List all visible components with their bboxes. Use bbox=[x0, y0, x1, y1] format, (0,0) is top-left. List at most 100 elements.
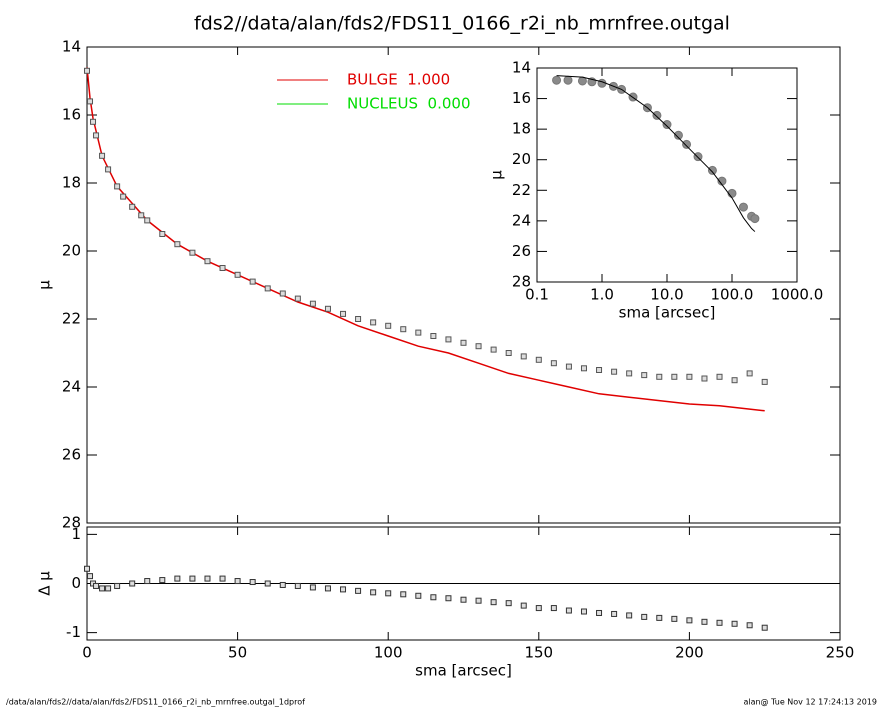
data-point bbox=[563, 75, 573, 85]
data-point bbox=[400, 326, 407, 333]
data-point bbox=[731, 620, 738, 627]
data-point bbox=[174, 575, 181, 582]
data-point bbox=[204, 258, 211, 265]
data-point bbox=[761, 378, 768, 385]
x-axis-label: sma [arcsec] bbox=[415, 662, 512, 680]
data-point bbox=[746, 622, 753, 629]
data-point bbox=[84, 67, 90, 74]
data-point bbox=[460, 339, 467, 346]
data-point bbox=[641, 372, 648, 379]
data-point bbox=[611, 368, 618, 375]
data-point bbox=[385, 590, 392, 597]
data-point bbox=[340, 586, 347, 593]
data-point bbox=[535, 605, 542, 612]
data-point bbox=[611, 610, 618, 617]
data-point bbox=[138, 212, 145, 219]
data-point bbox=[385, 322, 392, 329]
y-axis-label: μ bbox=[36, 280, 54, 290]
data-point bbox=[626, 612, 633, 619]
data-point bbox=[445, 595, 452, 602]
footer-left: /data/alan/fds2//data/alan/fds2/FDS11_01… bbox=[6, 698, 305, 707]
data-point bbox=[189, 249, 196, 256]
data-point bbox=[120, 193, 127, 200]
data-point bbox=[370, 589, 377, 596]
data-point bbox=[707, 165, 717, 175]
data-point bbox=[731, 377, 738, 384]
data-point bbox=[87, 98, 94, 105]
data-point bbox=[294, 295, 301, 302]
data-point bbox=[219, 575, 226, 582]
data-point bbox=[144, 578, 151, 585]
y-tick-label: 14 bbox=[62, 38, 81, 56]
data-point bbox=[761, 624, 768, 631]
data-point bbox=[219, 265, 226, 271]
x-axis-label: sma [arcsec] bbox=[619, 304, 716, 322]
data-point bbox=[596, 609, 603, 616]
data-point bbox=[656, 373, 663, 380]
x-tick-label: 0.1 bbox=[525, 286, 549, 304]
data-point bbox=[445, 336, 452, 343]
data-point bbox=[716, 619, 723, 626]
data-point bbox=[400, 591, 407, 598]
data-point bbox=[415, 329, 422, 336]
data-point bbox=[701, 618, 708, 625]
y-tick-label: 22 bbox=[62, 310, 81, 328]
data-point bbox=[662, 120, 672, 130]
data-point bbox=[626, 370, 633, 377]
data-point bbox=[370, 319, 377, 326]
data-point bbox=[93, 582, 100, 589]
data-point bbox=[294, 582, 301, 589]
y-axis-label: μ bbox=[488, 170, 506, 180]
data-point bbox=[656, 614, 663, 621]
data-point bbox=[641, 613, 648, 620]
data-point bbox=[93, 132, 100, 139]
data-point bbox=[264, 580, 271, 587]
data-point bbox=[87, 573, 94, 580]
plot-frame bbox=[536, 67, 798, 283]
x-tick-label: 50 bbox=[228, 644, 247, 662]
data-point bbox=[671, 615, 678, 622]
data-point bbox=[490, 599, 497, 606]
y-tick-label: 16 bbox=[62, 106, 81, 124]
data-point bbox=[550, 605, 557, 612]
data-point bbox=[460, 596, 467, 603]
x-tick-label: 1000.0 bbox=[771, 286, 824, 304]
model-line bbox=[86, 67, 765, 412]
data-point bbox=[596, 367, 603, 373]
x-tick-label: 100 bbox=[374, 644, 403, 662]
data-point bbox=[430, 594, 437, 601]
model-line bbox=[556, 75, 756, 232]
data-point bbox=[99, 152, 106, 159]
y-tick-label: 18 bbox=[62, 174, 81, 192]
legend-label: NUCLEUS 0.000 bbox=[347, 95, 471, 113]
data-point bbox=[114, 582, 121, 589]
x-tick-label: 250 bbox=[826, 644, 855, 662]
legend-label: BULGE 1.000 bbox=[347, 71, 450, 89]
x-tick-label: 150 bbox=[524, 644, 553, 662]
data-point bbox=[535, 356, 542, 363]
data-point bbox=[520, 353, 527, 360]
data-point bbox=[355, 587, 362, 594]
data-point bbox=[264, 285, 271, 292]
data-point bbox=[234, 271, 241, 278]
x-tick-label: 200 bbox=[675, 644, 704, 662]
data-point bbox=[204, 575, 211, 582]
data-point bbox=[159, 577, 166, 584]
data-point bbox=[114, 183, 121, 190]
y-tick-label: 28 bbox=[62, 514, 81, 532]
data-point bbox=[686, 373, 693, 380]
data-point bbox=[727, 188, 737, 198]
data-point bbox=[671, 373, 678, 380]
y-axis-label: Δ μ bbox=[36, 571, 54, 596]
y-tick-label: 22 bbox=[512, 181, 531, 199]
data-point bbox=[144, 217, 151, 224]
y-tick-label: 14 bbox=[512, 59, 531, 77]
data-point bbox=[475, 597, 482, 604]
y-tick-label: 28 bbox=[512, 273, 531, 291]
data-point bbox=[505, 350, 512, 356]
data-point bbox=[99, 585, 106, 592]
y-tick-label: 26 bbox=[512, 242, 531, 260]
y-tick-label: -1 bbox=[66, 623, 81, 641]
y-tick-label: 26 bbox=[62, 446, 81, 464]
